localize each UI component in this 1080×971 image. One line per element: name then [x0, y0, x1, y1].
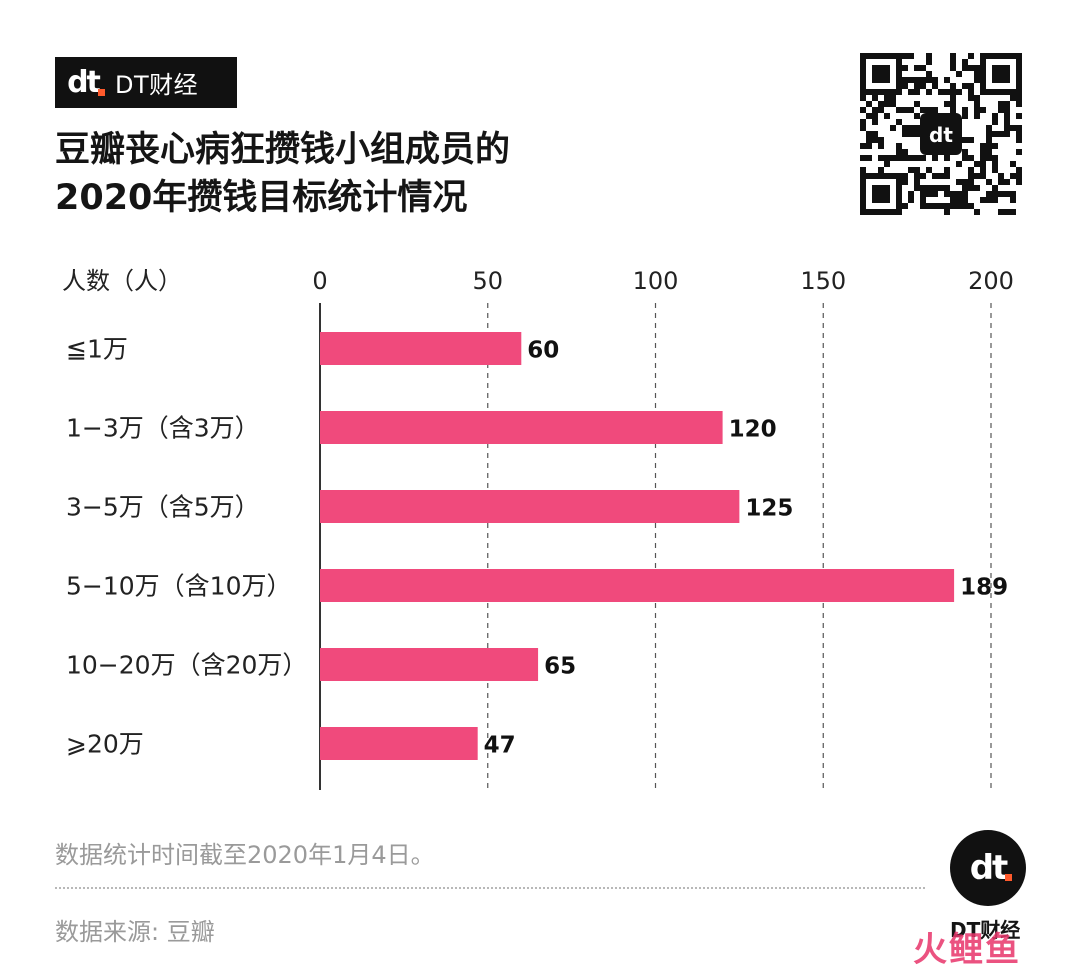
round-logo-dot	[1005, 874, 1012, 881]
data-source: 数据来源: 豆瓣	[55, 918, 215, 946]
corner-watermark: 火鲤鱼	[913, 930, 1021, 970]
data-label: 47	[484, 733, 516, 759]
dt-logo-icon: dt	[55, 57, 111, 108]
brand-badge: dt DT财经	[55, 57, 237, 108]
x-tick-label: 50	[472, 267, 503, 295]
data-label: 60	[527, 338, 559, 364]
data-label: 125	[745, 496, 793, 522]
logo-text: dt	[67, 65, 101, 100]
data-label: 189	[960, 575, 1008, 601]
axis-title: 人数（人）	[62, 267, 182, 295]
bar-chart: 人数（人） 0 50 100 150 200 ≦1万 60 1−3万（含3万） 120 3−5万（含…	[62, 267, 1014, 790]
category-label: ≦1万	[66, 335, 128, 364]
logo-dot	[98, 89, 105, 96]
bar	[320, 332, 522, 365]
category-label: 10−20万（含20万）	[66, 651, 307, 680]
data-label: 120	[729, 417, 777, 443]
category-label: 5−10万（含10万）	[66, 572, 291, 601]
svg-text:dt: dt	[929, 123, 953, 147]
brand-name: DT财经	[115, 71, 199, 99]
bar	[320, 648, 539, 681]
x-tick-label: 0	[312, 267, 327, 295]
footnote: 数据统计时间截至2020年1月4日。	[55, 841, 435, 869]
title-line: 2020年攒钱目标统计情况	[55, 178, 468, 218]
bar	[320, 569, 955, 602]
bar	[320, 727, 478, 760]
x-tick-label: 200	[968, 267, 1014, 295]
category-label: 3−5万（含5万）	[66, 493, 260, 522]
bar	[320, 490, 740, 523]
data-label: 65	[544, 654, 576, 680]
footer-divider	[55, 887, 925, 889]
qr-code-icon: dt	[860, 53, 1022, 215]
title-line: 豆瓣丧心病狂攒钱小组成员的	[55, 130, 511, 170]
round-logo-text: dt	[969, 848, 1009, 888]
x-tick-label: 150	[800, 267, 846, 295]
round-dt-logo-icon: dt	[950, 830, 1026, 906]
round-brand-name: DT财经	[950, 918, 1021, 942]
x-tick-label: 100	[633, 267, 679, 295]
page-title: 豆瓣丧心病狂攒钱小组成员的 2020年攒钱目标统计情况	[55, 126, 510, 222]
category-label: ⩾20万	[66, 730, 144, 759]
bar	[320, 411, 723, 444]
category-label: 1−3万（含3万）	[66, 414, 260, 443]
